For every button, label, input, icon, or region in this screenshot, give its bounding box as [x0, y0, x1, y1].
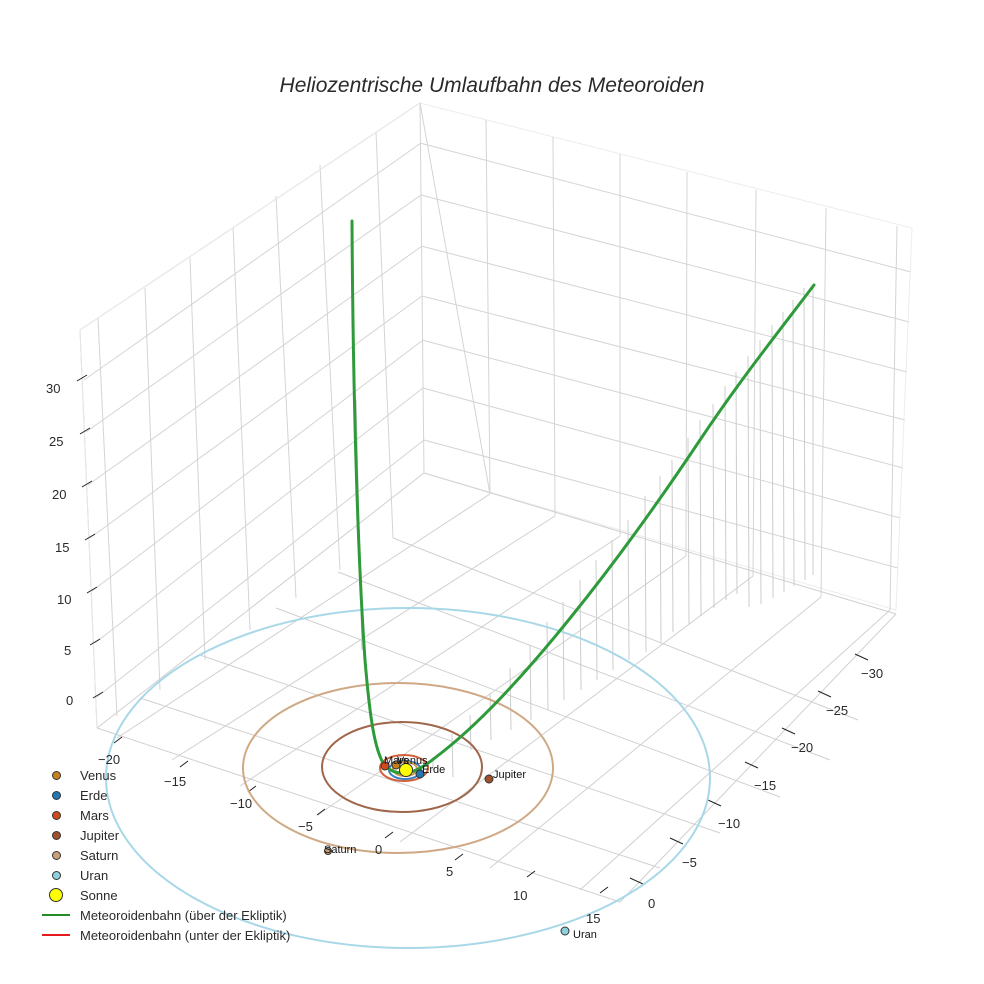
planet-label-saturn: Saturn [324, 844, 357, 856]
planet-uran [560, 926, 570, 936]
green-line-icon [42, 914, 70, 916]
x-tick-label: −20 [98, 752, 121, 767]
planet-saturn [324, 847, 332, 855]
planet-label-venus: Venus [397, 755, 428, 767]
legend-label: Saturn [80, 847, 119, 863]
z-tick-label: 25 [49, 434, 64, 449]
x-tick-label: 15 [586, 911, 601, 926]
x-tick-label: 5 [446, 864, 454, 879]
legend-item-uran[interactable]: Uran [38, 865, 290, 885]
planet-mars [380, 761, 390, 771]
legend-label: Meteoroidenbahn (unter der Ekliptik) [80, 927, 291, 943]
y-tick-label: −30 [861, 666, 884, 681]
planet-label-jupiter: Jupiter [493, 769, 527, 781]
y-tick-label: −20 [791, 740, 814, 755]
erde-marker-icon [51, 790, 61, 800]
legend-label: Erde [80, 787, 108, 803]
jupiter-marker-icon [51, 830, 61, 840]
orbit-jupiter [321, 721, 483, 813]
y-tick-label: −5 [682, 855, 697, 870]
x-tick-label: −5 [298, 819, 313, 834]
legend-item-sonne[interactable]: Sonne [38, 885, 290, 905]
y-tick-label: −25 [826, 703, 849, 718]
z-tick-label: 10 [57, 592, 72, 607]
x-tick-label: 0 [375, 842, 383, 857]
z-tick-label: 5 [64, 643, 72, 658]
z-tick-label: 15 [55, 540, 70, 555]
y-tick-label: −10 [718, 816, 741, 831]
sonne-marker-icon [49, 888, 63, 902]
orbit-saturn [242, 682, 554, 854]
meteoroid-trajectory [350, 219, 816, 775]
legend-item-erde[interactable]: Erde [38, 785, 290, 805]
legend-label: Uran [80, 867, 109, 883]
legend-label: Venus [80, 767, 117, 783]
orbit-mars [379, 754, 429, 782]
legend-item-jupiter[interactable]: Jupiter [38, 825, 290, 845]
x-tick-label: −15 [164, 774, 187, 789]
red-line-icon [42, 934, 70, 936]
legend-label: Meteoroidenbahn (über der Ekliptik) [80, 907, 287, 923]
sonne [399, 763, 413, 777]
planet-erde [415, 769, 425, 779]
z-tick-label: 30 [46, 381, 61, 396]
legend-item-venus[interactable]: Venus [38, 765, 290, 785]
trajectory-branch-a [350, 219, 412, 775]
y-tick-label: −15 [754, 778, 777, 793]
venus-marker-icon [51, 770, 61, 780]
legend: Venus Erde Mars Jupiter Saturn Uran Sonn… [38, 765, 290, 945]
trajectory-branch-b [408, 283, 816, 774]
legend-item-bahn-unter[interactable]: Meteoroidenbahn (unter der Ekliptik) [38, 925, 290, 945]
z-tick-label: 20 [52, 487, 67, 502]
chart-title: Heliozentrische Umlaufbahn des Meteoroid… [279, 74, 705, 97]
uran-marker-icon [51, 870, 61, 880]
planet-markers [324, 760, 570, 936]
planet-label-uran: Uran [573, 929, 597, 941]
planet-orbits [105, 607, 711, 949]
legend-label: Sonne [80, 887, 118, 903]
mars-marker-icon [51, 810, 61, 820]
x-tick-label: 10 [513, 888, 528, 903]
planet-label-erde: Erde [422, 764, 446, 776]
legend-label: Jupiter [80, 827, 120, 843]
legend-label: Mars [80, 807, 109, 823]
legend-item-bahn-ueber[interactable]: Meteoroidenbahn (über der Ekliptik) [38, 905, 290, 925]
back-wall-right-grid [419, 102, 913, 611]
x-tick-label: −10 [230, 796, 253, 811]
planet-jupiter [484, 774, 494, 784]
saturn-marker-icon [51, 850, 61, 860]
z-tick-label: 0 [66, 693, 74, 708]
y-tick-label: 0 [648, 896, 656, 911]
legend-item-saturn[interactable]: Saturn [38, 845, 290, 865]
back-wall-left-grid [79, 102, 491, 729]
planet-venus [391, 760, 401, 770]
planet-label-mars: Mars [384, 755, 409, 767]
orbit-uran [105, 607, 711, 949]
legend-item-mars[interactable]: Mars [38, 805, 290, 825]
